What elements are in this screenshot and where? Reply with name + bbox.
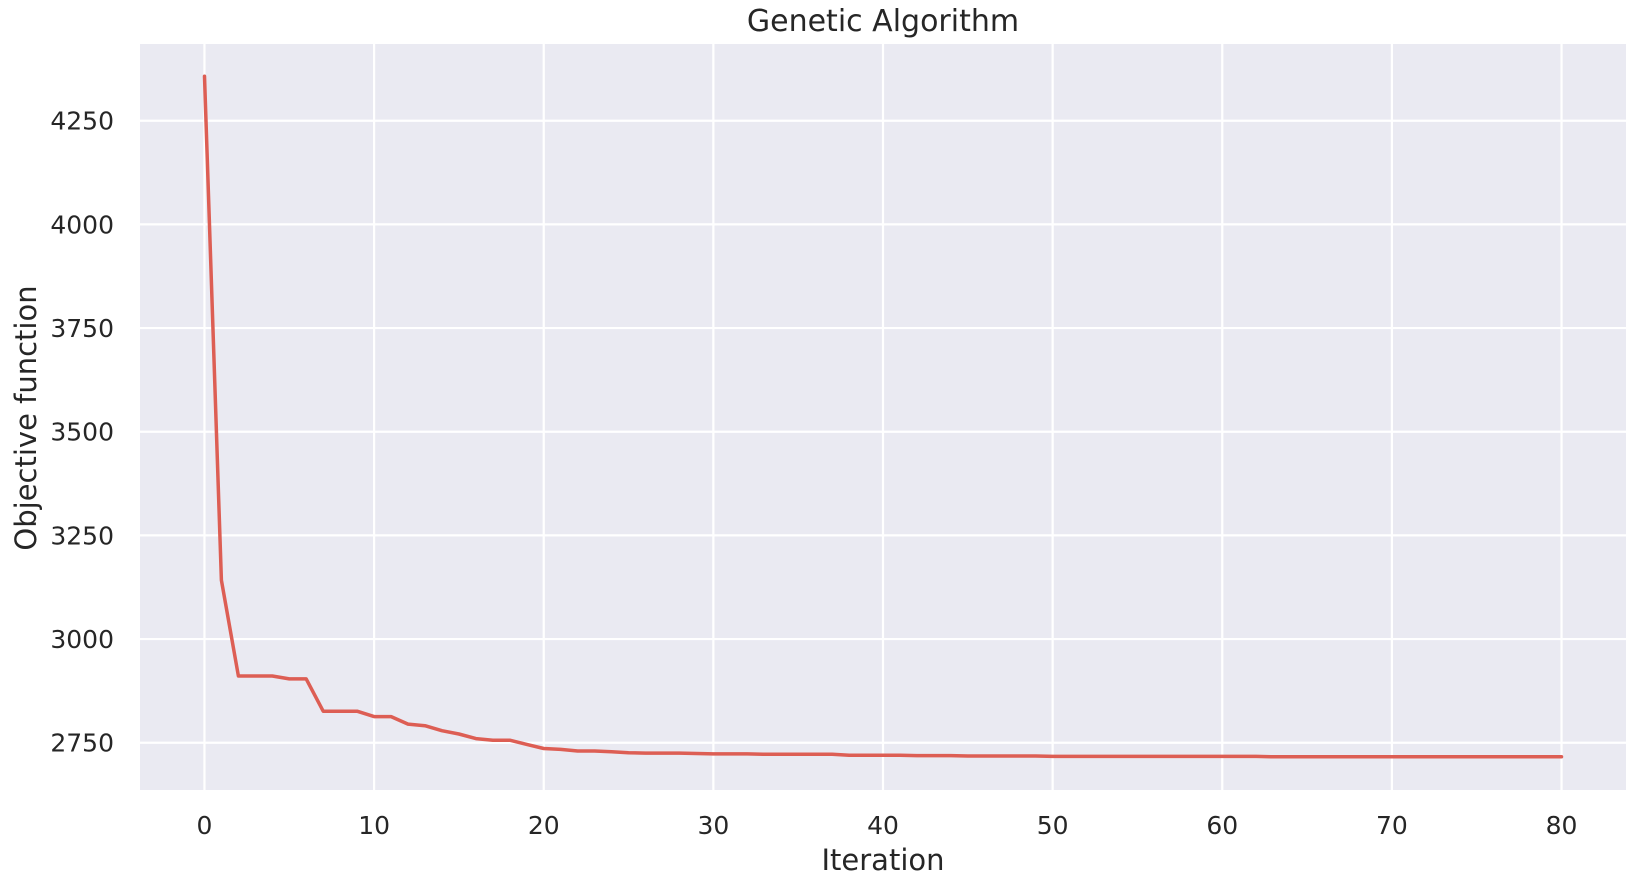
x-tick-label: 20	[528, 811, 560, 840]
x-tick-label: 80	[1546, 811, 1578, 840]
x-tick-label: 0	[197, 811, 213, 840]
x-tick-label: 30	[697, 811, 729, 840]
y-tick-label: 3000	[50, 625, 114, 654]
x-tick-label: 50	[1037, 811, 1069, 840]
y-tick-label: 3750	[50, 314, 114, 343]
series-group	[202, 74, 1564, 759]
grid-lines	[140, 44, 1626, 790]
x-tick-labels: 0 10 20 30 40 50 60 70 80	[197, 811, 1578, 840]
x-tick-label: 60	[1206, 811, 1238, 840]
x-tick-label: 40	[867, 811, 899, 840]
y-tick-label: 4000	[50, 210, 114, 239]
y-axis-label: Objective function	[9, 285, 43, 550]
chart-title: Genetic Algorithm	[747, 4, 1019, 39]
y-tick-label: 3250	[50, 521, 114, 550]
x-axis-label: Iteration	[821, 843, 944, 877]
y-tick-label: 2750	[50, 729, 114, 758]
x-tick-label: 10	[358, 811, 390, 840]
x-tick-label: 70	[1376, 811, 1408, 840]
y-tick-label: 3500	[50, 418, 114, 447]
series-line-0	[202, 74, 1564, 759]
y-tick-label: 4250	[50, 107, 114, 136]
y-tick-labels: 2750 3000 3250 3500 3750 4000 4250	[50, 107, 114, 758]
